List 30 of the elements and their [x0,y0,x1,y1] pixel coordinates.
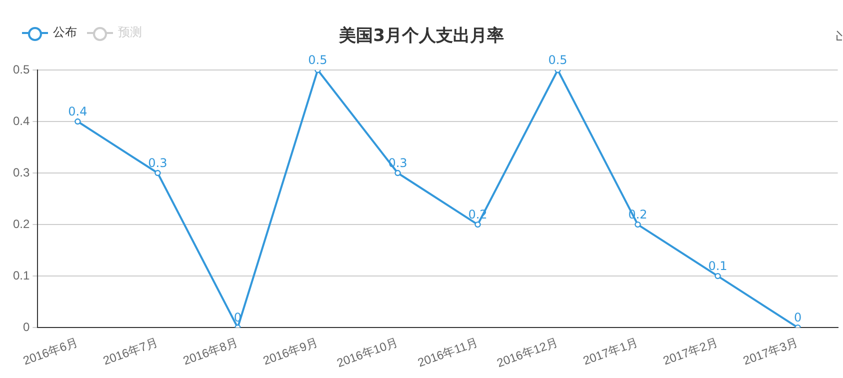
x-tick-label: 2016年6月 [21,335,80,368]
x-tick-label: 2016年11月 [416,335,480,370]
y-tick-label: 0.1 [12,268,30,282]
chart-title: 美国3月个人支出月率 [339,26,504,46]
data-label: 0.5 [548,53,568,68]
data-label: 0.4 [68,104,88,119]
x-tick-label: 2016年9月 [261,335,320,368]
legend-label: 公布 [53,24,77,41]
y-tick-label: 0.2 [12,216,30,231]
data-label: 0.1 [708,259,728,274]
point [74,118,81,125]
data-label: 0.3 [148,156,168,170]
data-label: 0 [794,310,802,325]
data-label: 0.5 [308,53,328,68]
x-tick-label: 2016年7月 [101,335,160,368]
x-tick-label: 2017年2月 [661,335,720,368]
x-tick-label: 2016年8月 [181,335,240,368]
x-tick-label: 2017年1月 [581,335,640,368]
point [154,170,161,176]
point [634,221,641,228]
y-tick-label: 0 [22,320,30,334]
point [714,272,721,280]
y-tick-label: 0.3 [12,165,30,180]
x-tick-label: 2016年10月 [334,335,400,370]
x-tick-label: 2017年3月 [741,335,800,368]
x-tick-label: 2016年12月 [494,335,560,370]
point [474,221,481,228]
y-tick-label: 0.5 [12,62,30,76]
y-tick-label: 0.4 [12,114,30,128]
point [394,170,401,176]
